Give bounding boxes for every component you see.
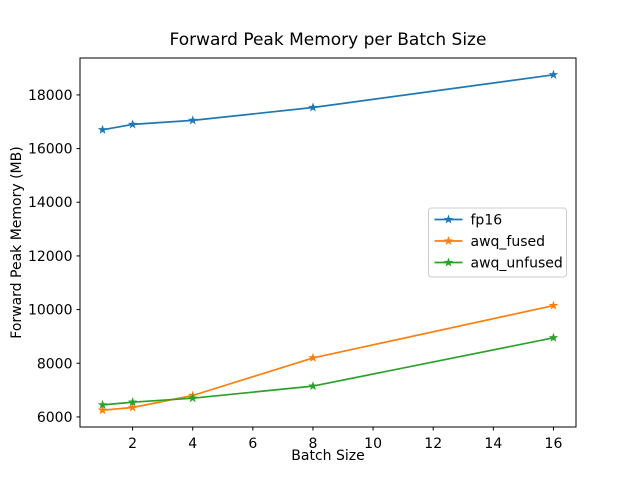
y-tick-label: 8000 [37, 356, 73, 372]
x-tick-label: 10 [364, 436, 382, 452]
x-tick-label: 16 [545, 436, 563, 452]
legend-marker-awq_fused [443, 236, 454, 246]
legend-frame [428, 207, 567, 278]
series-line-awq_fused [101, 304, 555, 412]
legend-marker-fp16 [443, 214, 454, 224]
series-marker-awq_unfused [548, 332, 559, 342]
series-marker-fp16 [548, 69, 559, 79]
y-axis-label: Forward Peak Memory (MB) [9, 146, 25, 339]
y-tick-label: 14000 [28, 195, 73, 211]
x-axis-label: Batch Size [291, 448, 365, 464]
y-tick-label: 6000 [37, 410, 73, 426]
series-marker-fp16 [187, 115, 198, 125]
y-tick-label: 18000 [28, 88, 73, 104]
legend-label-awq_fused: awq_fused [471, 234, 546, 250]
x-tick-label: 12 [424, 436, 442, 452]
x-tick-label: 2 [128, 436, 137, 452]
series-marker-awq_unfused [97, 399, 108, 409]
legend-label-awq_unfused: awq_unfused [471, 256, 563, 272]
series-marker-awq_unfused [127, 397, 138, 407]
series-marker-fp16 [127, 119, 138, 129]
y-tick-label: 16000 [28, 142, 73, 158]
x-tick-label: 14 [484, 436, 502, 452]
chart-title: Forward Peak Memory per Batch Size [169, 30, 487, 50]
series-marker-awq_unfused [187, 393, 198, 403]
series-marker-awq_fused [308, 352, 318, 362]
x-tick-label: 4 [188, 436, 197, 452]
plot-border [79, 57, 577, 428]
series-marker-awq_unfused [308, 381, 318, 391]
series-marker-fp16 [308, 102, 318, 112]
series-marker-awq_fused [548, 300, 559, 310]
series-marker-awq_fused [127, 402, 138, 412]
series-line-awq_unfused [101, 336, 555, 406]
series-marker-awq_fused [97, 405, 108, 415]
y-tick-label: 10000 [28, 303, 73, 319]
legend-marker-awq_unfused [443, 257, 454, 267]
x-tick-label: 8 [309, 436, 318, 452]
series-line-fp16 [101, 73, 555, 131]
x-tick-label: 6 [248, 436, 257, 452]
legend-box: fp16 awq_fused awq_unfused [428, 207, 567, 278]
series-marker-fp16 [97, 124, 108, 134]
legend-label-fp16: fp16 [471, 213, 503, 229]
y-tick-label: 12000 [28, 249, 73, 265]
